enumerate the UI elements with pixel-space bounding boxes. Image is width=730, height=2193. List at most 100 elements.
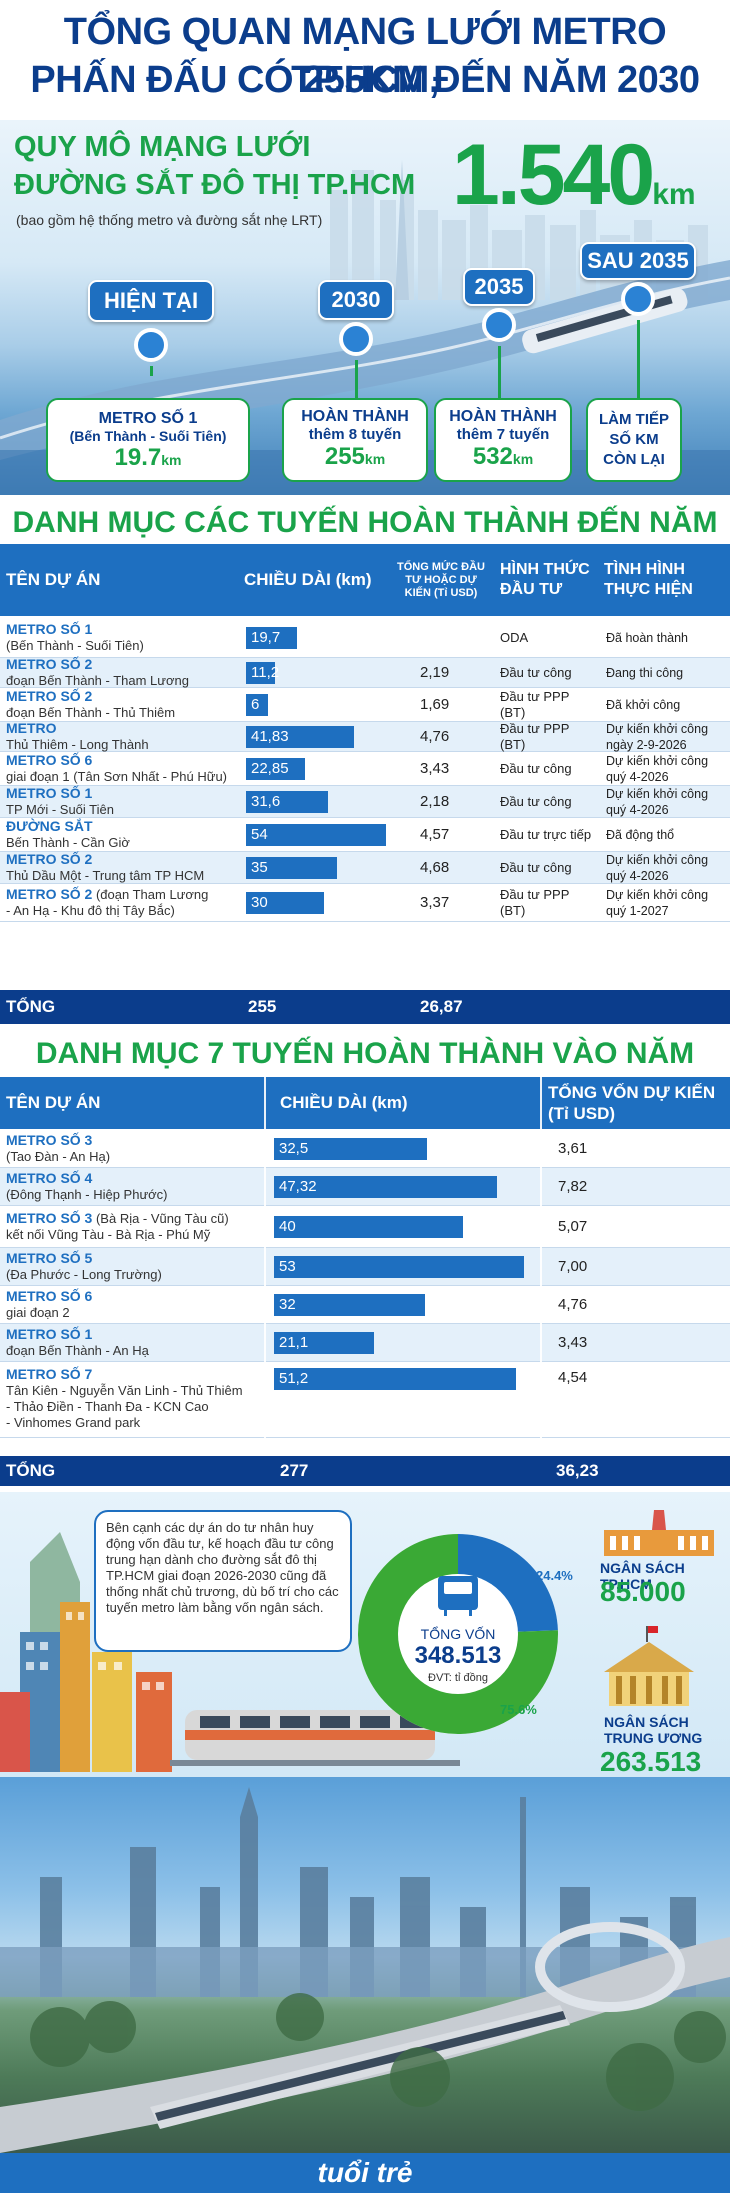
table-row: METRO SỐ 2 đoạn Bến Thành - Thủ Thiêm 6 … xyxy=(0,688,730,722)
cost-cell: 4,76 xyxy=(420,727,450,745)
slice-label-central: 75.6% xyxy=(500,1702,537,1717)
table-row: METRO SỐ 1 (Bến Thành - Suối Tiên) 19,7 … xyxy=(0,618,730,658)
form-cell: Đầu tư công xyxy=(500,793,572,809)
status-cell: Đang thi công xyxy=(606,665,684,680)
hero-title-line-1: QUY MÔ MẠNG LƯỚI xyxy=(14,131,311,163)
skyline-metro-illustration xyxy=(0,1787,730,2153)
city-metro-photo xyxy=(0,1777,730,2153)
cost-cell: 2,18 xyxy=(420,792,450,810)
form-cell: Đầu tư công xyxy=(500,664,572,680)
cost-cell: 1,69 xyxy=(420,695,450,713)
project-cell: METRO SỐ 2 đoạn Bến Thành - Tham Lương xyxy=(6,656,189,688)
project-cell: METRO SỐ 6 giai đoạn 1 (Tân Sơn Nhất - P… xyxy=(6,752,228,784)
status-cell: Dự kiến khởi công quý 1-2027 xyxy=(606,887,709,918)
length-bar: 35 xyxy=(246,857,337,879)
table-row: METRO SỐ 5 (Đa Phước - Long Trường) 53 7… xyxy=(0,1248,730,1286)
col-header-cost: TỔNG MỨC ĐẦU TƯ HOẶC DỰ KIẾN (Tỉ USD) xyxy=(397,560,485,599)
milestone-box-current: METRO SỐ 1 (Bến Thành - Suối Tiên) 19.7k… xyxy=(46,398,250,482)
status-cell: Đã động thổ xyxy=(606,827,675,842)
project-cell: METRO Thủ Thiêm - Long Thành xyxy=(6,720,149,752)
header: TỔNG QUAN MẠNG LƯỚI METRO TP.HCM, PHẤN Đ… xyxy=(0,0,730,120)
cost-cell: 4,76 xyxy=(558,1295,588,1313)
status-cell: Dự kiến khởi công ngày 2-9-2026 xyxy=(606,721,709,752)
table-row: METRO SỐ 3 (Tao Đàn - An Hạ) 32,5 3,61 xyxy=(0,1130,730,1168)
funding-section: Bên cạnh các dự án do tư nhân huy động v… xyxy=(0,1492,730,1777)
city-budget-label: NGÂN SÁCH TP.HCM xyxy=(600,1560,685,1592)
central-budget-label: NGÂN SÁCH TRUNG ƯƠNG xyxy=(604,1714,703,1746)
cost-cell: 3,37 xyxy=(420,893,450,911)
hero-section: QUY MÔ MẠNG LƯỚI ĐƯỜNG SẮT ĐÔ THỊ TP.HCM… xyxy=(0,120,730,495)
length-bar: 47,32 xyxy=(274,1176,498,1198)
col-header-name: TÊN DỰ ÁN xyxy=(6,1093,101,1112)
table-row: METRO SỐ 2 đoạn Bến Thành - Tham Lương 1… xyxy=(0,656,730,688)
length-bar: 40 xyxy=(274,1216,463,1238)
pin-marker-icon xyxy=(134,328,168,362)
cost-cell: 5,07 xyxy=(558,1217,588,1235)
pin-marker-icon xyxy=(621,282,655,316)
project-cell: METRO SỐ 2 (đoạn Tham Lương - An Hạ - Kh… xyxy=(6,886,209,918)
cost-cell: 4,54 xyxy=(558,1369,588,1386)
col-header-cost: TỔNG VỐN DỰ KIẾN (Tỉ USD) xyxy=(548,1083,716,1123)
length-bar: 30 xyxy=(246,892,324,914)
length-bar: 31,6 xyxy=(246,791,328,813)
col-header-name: TÊN DỰ ÁN xyxy=(6,570,101,589)
donut-chart xyxy=(357,1534,559,1734)
table-row: METRO SỐ 2 Thủ Dầu Một - Trung tâm TP HC… xyxy=(0,851,730,884)
table-row: METRO SỐ 4 (Đông Thạnh - Hiệp Phước) 47,… xyxy=(0,1168,730,1206)
network-total-length: 1.540km xyxy=(452,127,696,223)
project-cell: METRO SỐ 2 Thủ Dầu Một - Trung tâm TP HC… xyxy=(6,851,205,883)
milestone-box-2030: HOÀN THÀNH thêm 8 tuyến 255km xyxy=(282,398,428,482)
form-cell: Đầu tư trực tiếp xyxy=(500,826,592,842)
length-bar: 54 xyxy=(246,824,386,846)
cost-cell: 4,57 xyxy=(420,825,450,843)
status-cell: Dự kiến khởi công quý 4-2026 xyxy=(606,753,709,784)
brand-logo: tuổi trẻ xyxy=(0,2153,730,2193)
status-cell: Dự kiến khởi công quý 4-2026 xyxy=(606,852,709,883)
table-2030-total: TỔNG 255 26,87 xyxy=(0,990,730,1024)
table-row: METRO SỐ 7 Tân Kiên - Nguyễn Văn Linh - … xyxy=(0,1362,730,1438)
table-row: METRO Thủ Thiêm - Long Thành 41,83 4,76 … xyxy=(0,720,730,752)
cost-cell: 2,19 xyxy=(420,663,450,681)
status-cell: Dự kiến khởi công quý 4-2026 xyxy=(606,786,709,817)
length-bar: 32,5 xyxy=(274,1138,428,1160)
milestone-pin-2030: 2030 xyxy=(318,280,394,320)
cost-cell xyxy=(420,618,480,657)
form-cell: Đầu tư công xyxy=(500,859,572,875)
table-2035-header: TÊN DỰ ÁN CHIỀU DÀI (km) TỔNG VỐN DỰ KIẾ… xyxy=(0,1077,730,1129)
table-2035-total: TỔNG 277 36,23 xyxy=(0,1456,730,1486)
length-bar: 19,7 xyxy=(246,627,298,649)
funding-note: Bên cạnh các dự án do tư nhân huy động v… xyxy=(94,1510,352,1652)
national-building-icon xyxy=(604,1626,694,1706)
milestone-box-after-2035: LÀM TIẾP SỐ KM CÒN LẠI xyxy=(586,398,682,482)
table-row: METRO SỐ 2 (đoạn Tham Lương - An Hạ - Kh… xyxy=(0,884,730,922)
project-cell: ĐƯỜNG SẮT Bến Thành - Cần Giờ xyxy=(6,818,130,850)
city-train-illustration xyxy=(0,1510,714,1772)
milestone-pin-after-2035: SAU 2035 xyxy=(580,242,696,280)
length-bar: 32 xyxy=(274,1294,425,1316)
col-header-form: HÌNH THỨC ĐẦU TƯ xyxy=(500,561,590,598)
headline-line-2: PHẤN ĐẤU CÓ 255KM ĐẾN NĂM 2030 xyxy=(30,59,700,101)
length-bar: 22,85 xyxy=(246,758,306,780)
form-cell: Đầu tư PPP (BT) xyxy=(500,688,570,720)
milestone-box-2035: HOÀN THÀNH thêm 7 tuyến 532km xyxy=(434,398,572,482)
cost-cell: 7,00 xyxy=(558,1257,588,1275)
hero-subtitle: (bao gồm hệ thống metro và đường sắt nhẹ… xyxy=(16,212,323,228)
milestone-pin-current: HIỆN TẠI xyxy=(88,280,214,322)
project-cell: METRO SỐ 7 Tân Kiên - Nguyễn Văn Linh - … xyxy=(6,1366,243,1430)
project-cell: METRO SỐ 4 (Đông Thạnh - Hiệp Phước) xyxy=(6,1170,168,1202)
milestone-pin-2035: 2035 xyxy=(463,268,535,306)
table-row: ĐƯỜNG SẮT Bến Thành - Cần Giờ 54 4,57 Đầ… xyxy=(0,818,730,852)
central-budget-value: 263.513 xyxy=(600,1746,702,1777)
city-budget-value: 85.000 xyxy=(600,1576,686,1607)
column-divider xyxy=(264,1077,266,1486)
table-row: METRO SỐ 1 TP Mới - Suối Tiên 31,6 2,18 … xyxy=(0,785,730,818)
cost-cell: 3,43 xyxy=(558,1333,588,1351)
slice-label-city: 24.4% xyxy=(536,1568,573,1583)
cost-cell: 3,61 xyxy=(558,1139,588,1157)
pin-marker-icon xyxy=(482,308,516,342)
total-capital-label: TỔNG VỐN xyxy=(420,1626,496,1642)
form-cell: ODA xyxy=(500,629,529,645)
length-bar: 11,2 xyxy=(246,662,279,684)
table-2030-header: TÊN DỰ ÁN CHIỀU DÀI (km) TỔNG MỨC ĐẦU TƯ… xyxy=(0,544,730,616)
